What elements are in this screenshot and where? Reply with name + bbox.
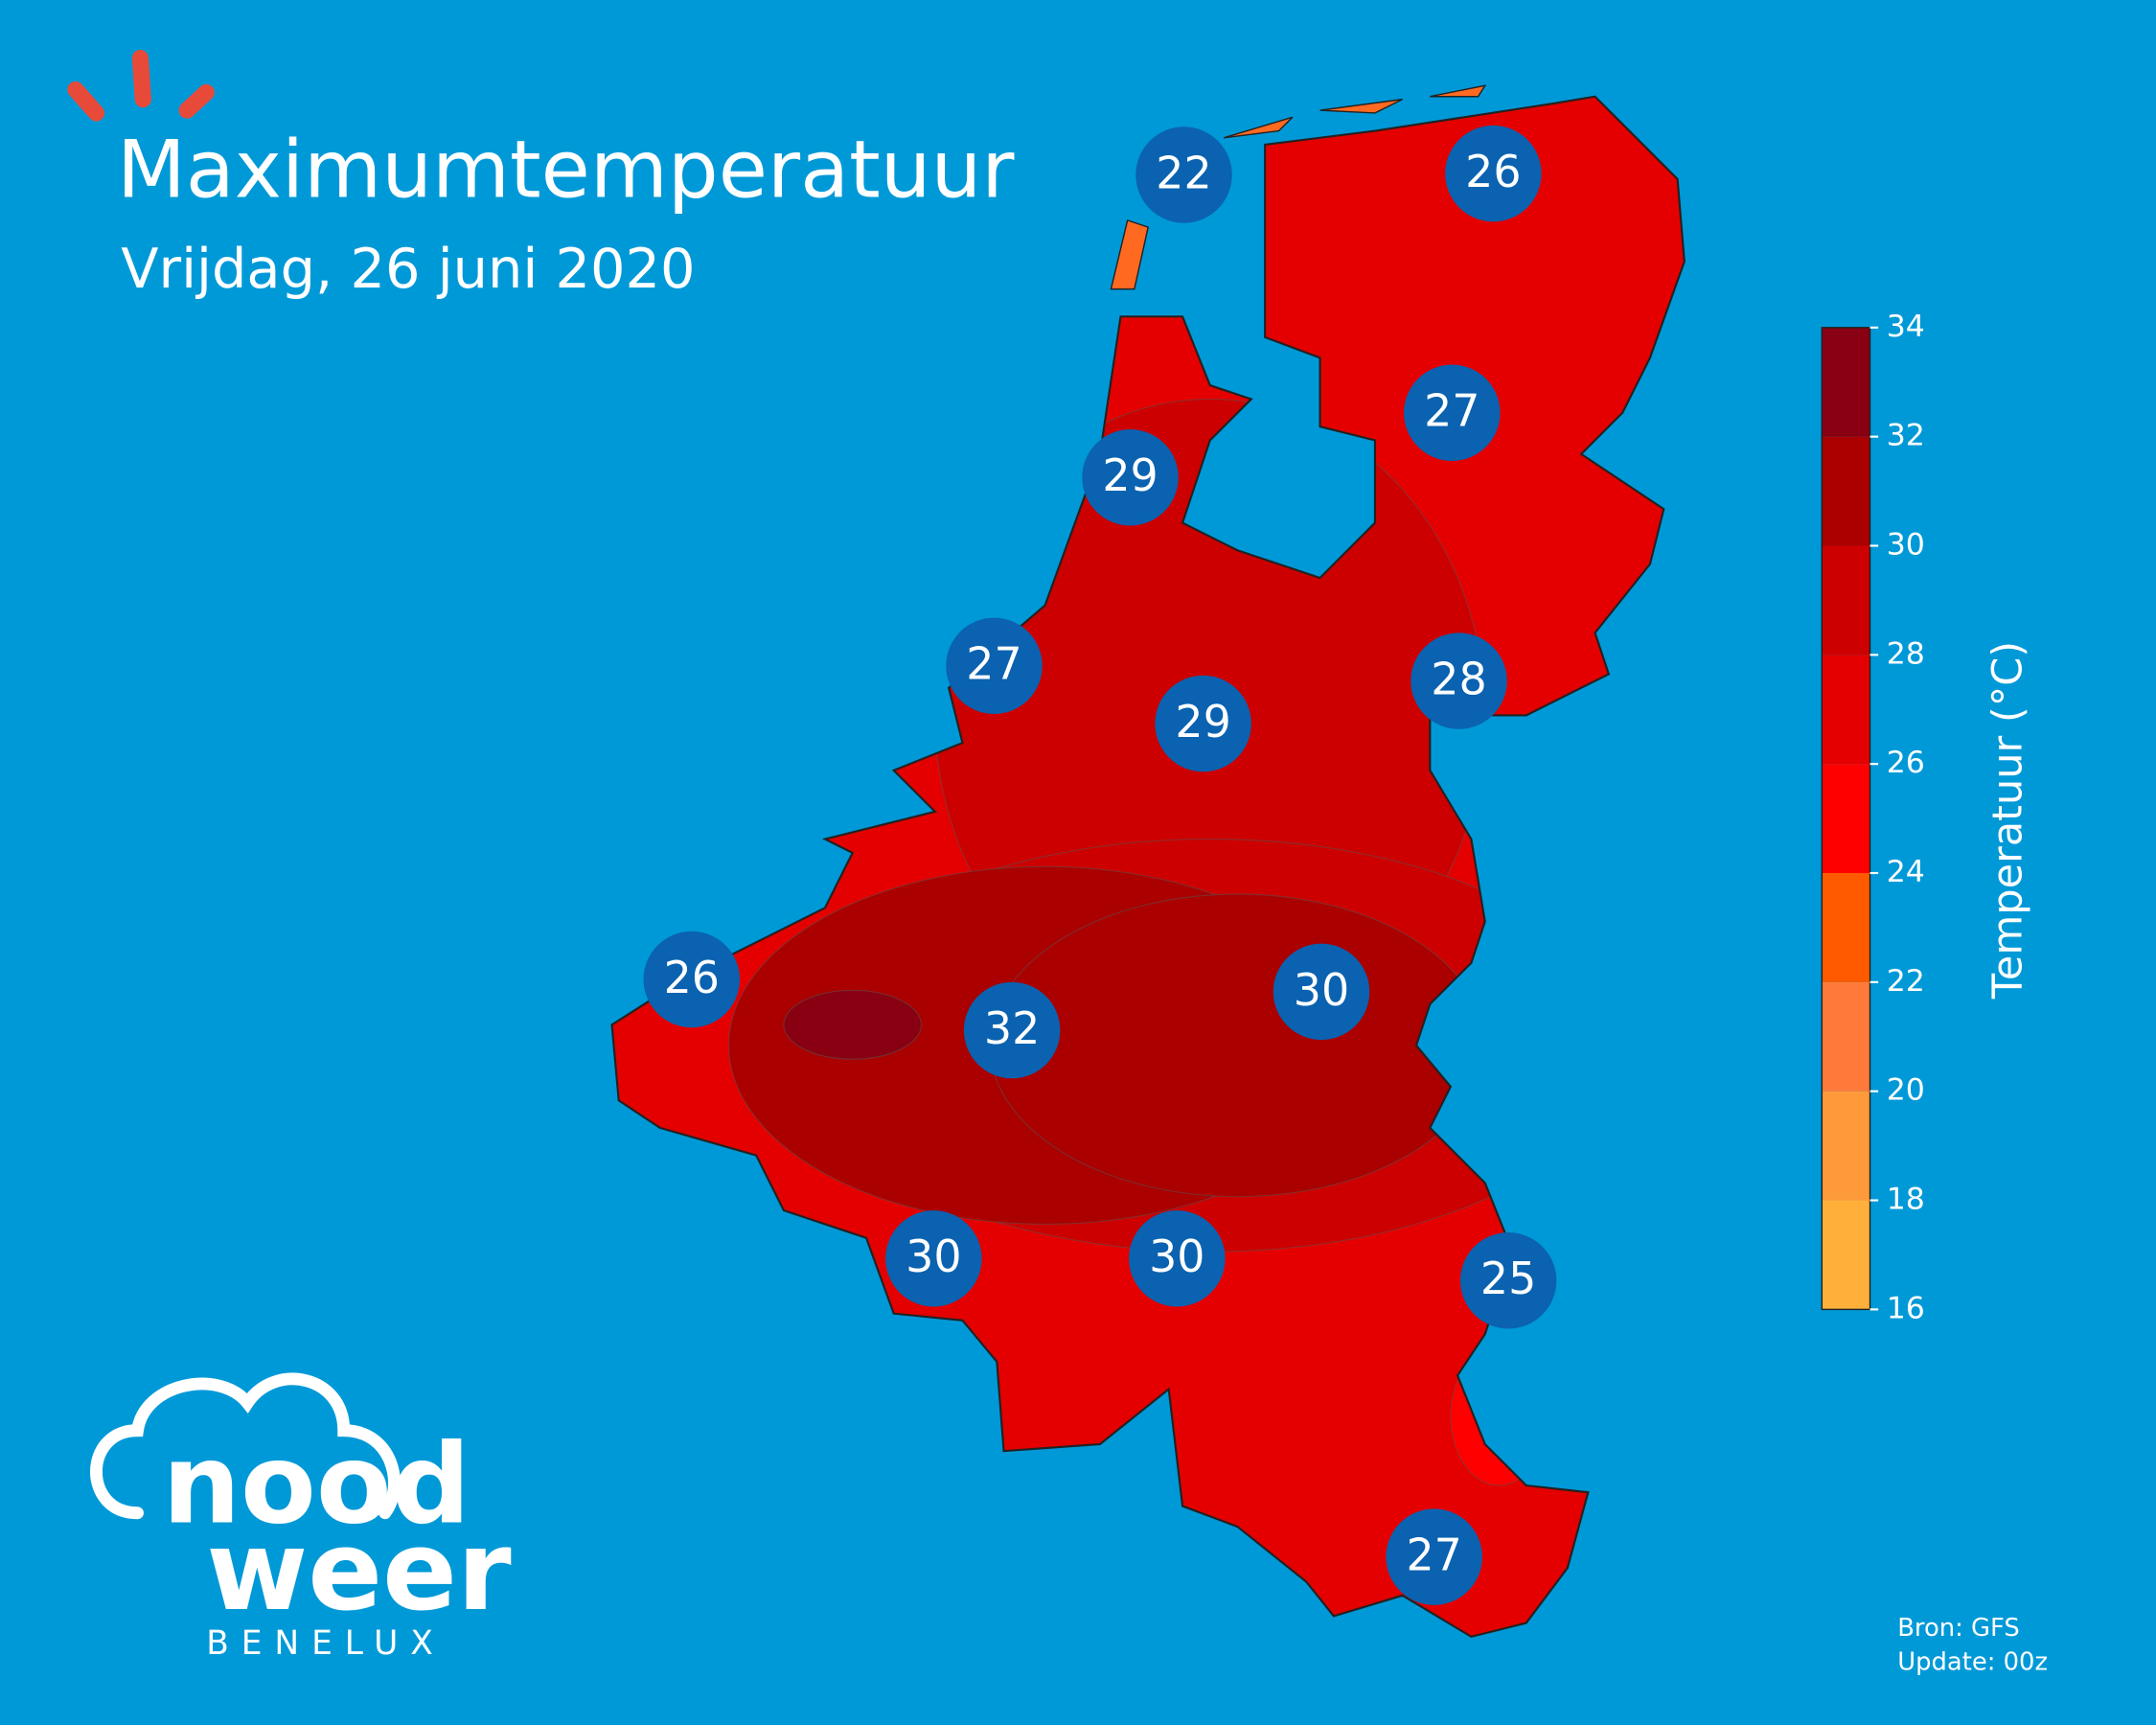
colorbar-tick-label: 20 xyxy=(1887,1073,1925,1108)
station-marker xyxy=(1135,126,1232,223)
station-marker xyxy=(1459,1232,1557,1329)
colorbar-tick-label: 32 xyxy=(1887,419,1925,453)
colorbar-tick-label: 34 xyxy=(1887,310,1925,344)
colorbar-label: Temperatuur (°C) xyxy=(1984,641,2031,1000)
colorbar-tick-label: 22 xyxy=(1887,964,1925,999)
colorbar-tick-label: 28 xyxy=(1887,636,1925,671)
station-marker xyxy=(946,617,1043,715)
colorbar-tick-label: 18 xyxy=(1887,1183,1925,1217)
source: Bron: GFS xyxy=(1897,1614,2020,1643)
station-value: 26 xyxy=(1465,146,1521,197)
colorbar-tick-label: 24 xyxy=(1887,855,1925,889)
station-marker xyxy=(1155,675,1251,772)
station-value: 29 xyxy=(1102,449,1158,501)
station-marker xyxy=(1404,364,1501,461)
station-marker xyxy=(885,1210,982,1307)
colorbar-bin xyxy=(1822,327,1870,437)
station-value: 30 xyxy=(1294,964,1349,1016)
station-marker xyxy=(643,931,741,1028)
title: Maximumtemperatuur xyxy=(117,123,1015,216)
colorbar-bin xyxy=(1822,764,1870,874)
colorbar-bin xyxy=(1822,981,1870,1092)
colorbar-bin xyxy=(1822,545,1870,656)
station-marker xyxy=(963,981,1061,1079)
colorbar-bin xyxy=(1822,1200,1870,1310)
logo-cloud xyxy=(90,1372,401,1520)
logo-sun xyxy=(67,49,215,122)
update: Update: 00z xyxy=(1897,1648,2048,1677)
station-marker xyxy=(1386,1508,1482,1605)
logo-line1: nood xyxy=(162,1420,470,1549)
station-marker xyxy=(1129,1210,1226,1307)
station-marker xyxy=(1445,125,1542,222)
temperature-zone xyxy=(783,989,922,1060)
colorbar-bin xyxy=(1822,436,1870,546)
station-value: 27 xyxy=(1424,385,1479,437)
station-marker xyxy=(1082,428,1179,526)
temperature-zone xyxy=(989,893,1486,1198)
colorbar-tick-label: 30 xyxy=(1887,527,1925,562)
colorbar-frame xyxy=(1821,327,1871,1311)
station-value: 32 xyxy=(984,1002,1040,1054)
colorbar-bin xyxy=(1822,655,1870,765)
subtitle: Vrijdag, 26 juni 2020 xyxy=(121,237,695,301)
logo-line3: BENELUX xyxy=(206,1624,446,1663)
station-value: 22 xyxy=(1156,147,1211,198)
station-value: 26 xyxy=(664,952,720,1003)
station-value: 25 xyxy=(1480,1253,1536,1304)
station-value: 27 xyxy=(1406,1530,1461,1581)
station-value: 30 xyxy=(906,1230,961,1282)
station-value: 27 xyxy=(966,638,1021,690)
station-marker xyxy=(1273,943,1370,1041)
colorbar-bin xyxy=(1822,873,1870,982)
colorbar-bin xyxy=(1822,1091,1870,1201)
station-value: 28 xyxy=(1431,654,1486,705)
colorbar-tick-label: 16 xyxy=(1887,1291,1925,1325)
logo-line2: weer xyxy=(206,1507,512,1636)
station-value: 30 xyxy=(1149,1230,1204,1282)
station-marker xyxy=(1411,632,1507,729)
colorbar-tick-label: 26 xyxy=(1887,746,1925,780)
station-value: 29 xyxy=(1175,696,1230,748)
islands xyxy=(1110,84,1487,290)
